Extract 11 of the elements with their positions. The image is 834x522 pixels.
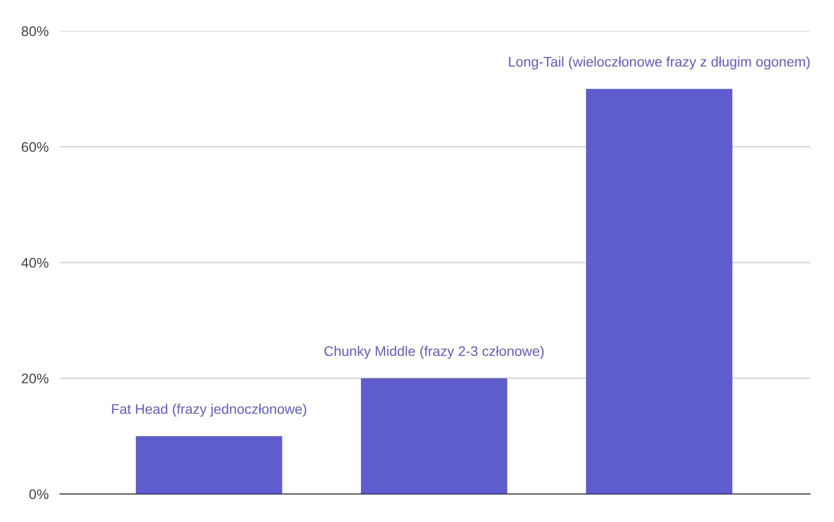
x-tick-label: Long-Tail (wieloczłonowe frazy z długim ogonem)	[509, 56, 810, 70]
y-tick-label: 20%	[22, 374, 48, 384]
x-tick-label: Chunky Middle (frazy 2-3 członowe)	[324, 346, 544, 359]
bar	[136, 436, 282, 494]
y-tick-label: 80%	[22, 26, 48, 36]
y-tick-label: 0%	[29, 489, 48, 500]
x-tick-label: Fat Head (frazy jednoczłonowe)	[112, 404, 306, 417]
y-tick-label: 60%	[22, 142, 48, 152]
y-tick-label: 40%	[21, 258, 48, 268]
bar	[586, 88, 732, 494]
bar	[360, 378, 508, 494]
